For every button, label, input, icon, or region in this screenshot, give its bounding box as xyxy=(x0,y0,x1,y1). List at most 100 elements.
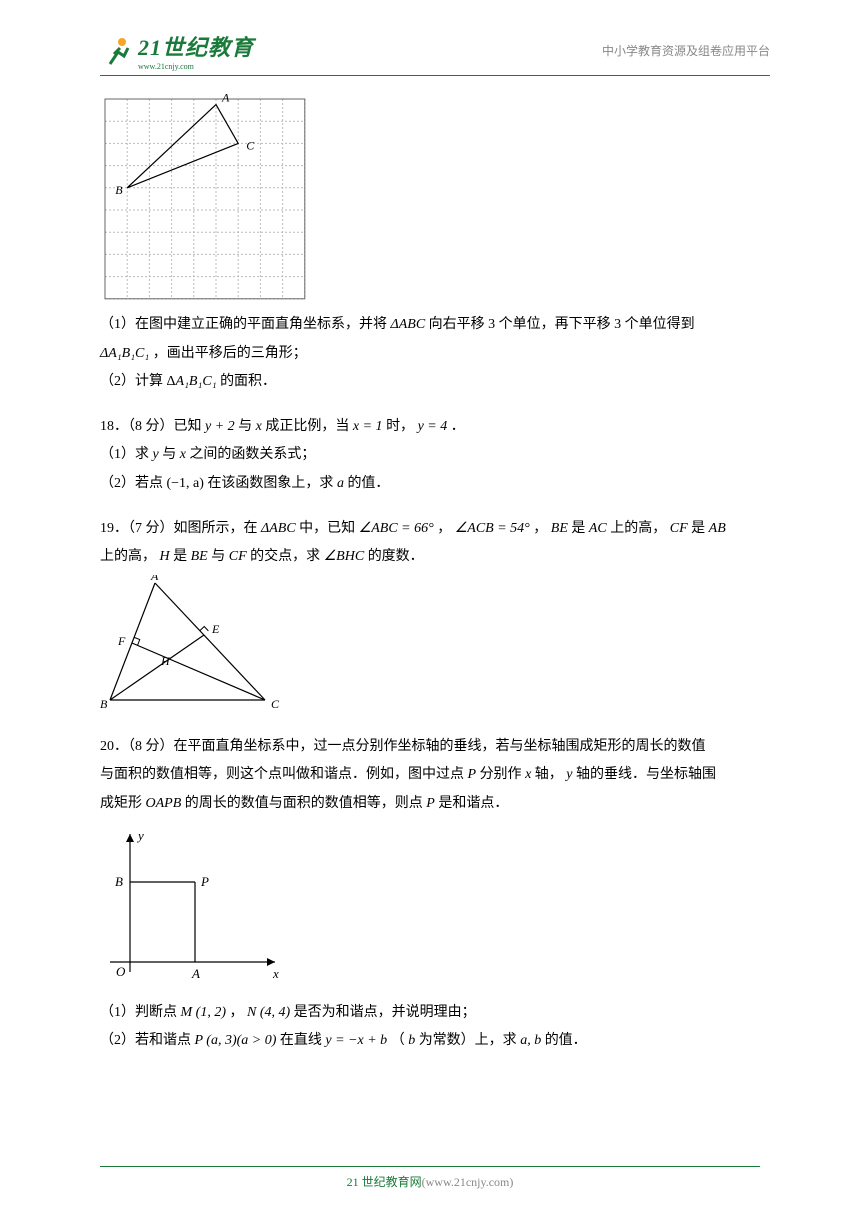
math: CF xyxy=(229,549,247,564)
text: 在该函数图象上，求 xyxy=(207,476,337,491)
q18-p2: （2）若点 (−1, a) 在该函数图象上，求 a 的值． xyxy=(100,471,770,498)
text: （1）判断点 xyxy=(100,1005,181,1020)
math: P (a, 3)(a > 0) xyxy=(195,1033,277,1048)
math: ∠BHC xyxy=(324,549,365,564)
math: ΔABC xyxy=(261,521,296,536)
page-footer: 21 世纪教育网(www.21cnjy.com) xyxy=(0,1166,860,1190)
footer-text: 21 世纪教育网 xyxy=(347,1175,422,1189)
text: 成矩形 xyxy=(100,796,146,811)
text: （2）若和谐点 xyxy=(100,1033,195,1048)
math: Δ xyxy=(100,346,108,361)
q17-part2: （2）计算 ΔA₁B₁C₁ 的面积． xyxy=(100,369,770,396)
text: 的值． xyxy=(347,476,389,491)
text: ， xyxy=(437,521,451,536)
math: y + 2 xyxy=(205,419,235,434)
math: x = 1 xyxy=(353,419,383,434)
text: 时， xyxy=(386,419,414,434)
math: OAPB xyxy=(146,796,182,811)
math: b xyxy=(408,1033,415,1048)
text: 中，已知 xyxy=(299,521,359,536)
text: （ xyxy=(391,1033,405,1048)
math: x xyxy=(256,419,262,434)
q20-coord-figure: OABPxy xyxy=(100,822,770,992)
text: 与 xyxy=(238,419,256,434)
q17-part1-line2: ΔA₁B₁C₁ ，画出平移后的三角形； xyxy=(100,341,770,368)
svg-text:x: x xyxy=(272,966,279,981)
text: （1）在图中建立正确的平面直角坐标系，并将 xyxy=(100,317,391,332)
text: 是 xyxy=(691,521,709,536)
text: 在直线 xyxy=(280,1033,326,1048)
q20-line2: 与面积的数值相等，则这个点叫做和谐点．例如，图中过点 P 分别作 x 轴， y … xyxy=(100,762,770,789)
text: 18．（8 分）已知 xyxy=(100,419,205,434)
math: A₁B₁C₁ xyxy=(176,374,217,389)
q19-head: 19．（7 分）如图所示，在 ΔABC 中，已知 ∠ABC = 66° ， ∠A… xyxy=(100,516,770,543)
q19-line2: 上的高， H 是 BE 与 CF 的交点，求 ∠BHC 的度数． xyxy=(100,544,770,571)
text: 19．（7 分）如图所示，在 xyxy=(100,521,261,536)
q17-part1: （1）在图中建立正确的平面直角坐标系，并将 ΔABC 向右平移 3 个单位，再下… xyxy=(100,312,770,339)
text: 成正比例，当 xyxy=(265,419,353,434)
text: ，画出平移后的三角形； xyxy=(153,346,307,361)
text: ． xyxy=(451,419,465,434)
math: y xyxy=(153,447,159,462)
math: x xyxy=(525,767,531,782)
text: 与 xyxy=(162,447,180,462)
text: 是和谐点． xyxy=(438,796,508,811)
q19-triangle-figure: ABCEFH xyxy=(100,575,770,710)
text: ， xyxy=(533,521,547,536)
q20-p1: （1）判断点 M (1, 2) ， N (4, 4) 是否为和谐点，并说明理由； xyxy=(100,1000,770,1027)
text: 为常数）上，求 xyxy=(419,1033,521,1048)
text: 的值． xyxy=(545,1033,587,1048)
math: y xyxy=(566,767,572,782)
text: 20．（8 分）在平面直角坐标系中，过一点分别作坐标轴的垂线，若与坐标轴围成矩形… xyxy=(100,739,706,754)
math: N (4, 4) xyxy=(247,1005,290,1020)
q18-p1: （1）求 y 与 x 之间的函数关系式； xyxy=(100,442,770,469)
q17-grid-figure: ABC xyxy=(100,94,770,304)
svg-text:A: A xyxy=(150,575,159,583)
text: 上的高， xyxy=(610,521,666,536)
math: H xyxy=(160,549,170,564)
text: 的度数． xyxy=(368,549,424,564)
text: 轴， xyxy=(535,767,563,782)
text: 是 xyxy=(571,521,589,536)
content-body: ABC （1）在图中建立正确的平面直角坐标系，并将 ΔABC 向右平移 3 个单… xyxy=(100,94,770,1055)
math: ∠ABC = 66° xyxy=(359,521,434,536)
math: P xyxy=(468,767,477,782)
text: 的周长的数值与面积的数值相等，则点 xyxy=(185,796,427,811)
math: AC xyxy=(589,521,607,536)
math: ΔABC xyxy=(391,317,426,332)
page-header: 21世纪教育 www.21cnjy.com 中小学教育资源及组卷应用平台 xyxy=(100,30,770,76)
q20-p2: （2）若和谐点 P (a, 3)(a > 0) 在直线 y = −x + b （… xyxy=(100,1028,770,1055)
text: 是 xyxy=(173,549,191,564)
svg-text:O: O xyxy=(116,964,126,979)
q18-head: 18．（8 分）已知 y + 2 与 x 成正比例，当 x = 1 时， y =… xyxy=(100,414,770,441)
math: y = −x + b xyxy=(325,1033,387,1048)
svg-text:y: y xyxy=(136,828,144,843)
text: 与面积的数值相等，则这个点叫做和谐点．例如，图中过点 xyxy=(100,767,468,782)
math: (−1, a) xyxy=(167,476,204,491)
math: M (1, 2) xyxy=(181,1005,227,1020)
text: ， xyxy=(230,1005,244,1020)
svg-text:B: B xyxy=(115,183,123,197)
math: AB xyxy=(709,521,726,536)
svg-text:C: C xyxy=(246,138,255,152)
text: 之间的函数关系式； xyxy=(189,447,315,462)
svg-text:B: B xyxy=(100,697,108,710)
text: 上的高， xyxy=(100,549,156,564)
svg-text:A: A xyxy=(191,966,200,981)
runner-icon xyxy=(100,34,134,68)
text: 的交点，求 xyxy=(250,549,324,564)
math: ∠ACB = 54° xyxy=(455,521,530,536)
text: 轴的垂线．与坐标轴围 xyxy=(576,767,716,782)
svg-text:E: E xyxy=(211,622,220,636)
math: y = 4 xyxy=(418,419,448,434)
text: 与 xyxy=(211,549,229,564)
math: x xyxy=(180,447,186,462)
text: （2）若点 xyxy=(100,476,167,491)
math: A₁B₁C₁ xyxy=(108,346,149,361)
math: a, b xyxy=(520,1033,541,1048)
text: （2）计算 Δ xyxy=(100,374,176,389)
q20-line3: 成矩形 OAPB 的周长的数值与面积的数值相等，则点 P 是和谐点． xyxy=(100,791,770,818)
math: CF xyxy=(670,521,688,536)
math: BE xyxy=(191,549,208,564)
svg-text:P: P xyxy=(200,874,209,889)
